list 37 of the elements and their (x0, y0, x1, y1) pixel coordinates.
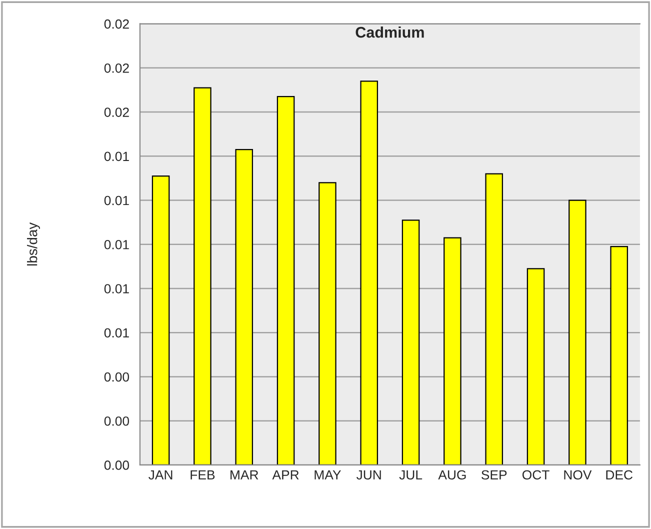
bar (235, 148, 254, 465)
y-tick-label: 0.02 (104, 63, 129, 73)
bar (402, 220, 420, 465)
bar (610, 246, 628, 465)
x-tick-label: DEC (606, 470, 633, 480)
x-tick-label: NOV (564, 470, 592, 480)
y-tick-label: 0.00 (104, 460, 130, 470)
x-tick-label: SEP (482, 470, 507, 480)
x-tick-label: JUL (399, 470, 422, 480)
bar (360, 80, 378, 465)
bar (526, 268, 545, 465)
bar (318, 182, 336, 465)
y-tick-label: 0.01 (104, 328, 129, 338)
x-tick-label: APR (272, 470, 299, 480)
y-tick-label: 0.01 (104, 196, 129, 206)
bar (485, 173, 503, 465)
y-tick-label: 0.02 (104, 19, 129, 29)
chart-title: Cadmium (356, 26, 424, 38)
x-tick-label: AUG (438, 470, 466, 480)
bar (568, 200, 586, 465)
x-tick-label: JAN (148, 470, 172, 480)
y-tick-label: 0.00 (104, 416, 130, 426)
y-tick-label: 0.01 (104, 152, 129, 162)
y-tick-label: 0.01 (104, 284, 129, 294)
bar (152, 175, 170, 465)
x-tick-label: MAR (230, 470, 258, 480)
y-tick-label: 0.00 (104, 372, 130, 382)
x-tick-label: OCT (522, 470, 550, 480)
bar (194, 87, 212, 465)
bar (276, 96, 295, 465)
y-tick-label: 0.02 (104, 108, 129, 117)
bar (444, 237, 462, 465)
y-axis-title: lbs/day (27, 222, 40, 266)
x-tick-label: FEB (190, 470, 215, 480)
x-tick-label: MAY (314, 470, 341, 480)
x-tick-label: JUN (356, 470, 381, 480)
y-tick-label: 0.01 (104, 240, 129, 250)
